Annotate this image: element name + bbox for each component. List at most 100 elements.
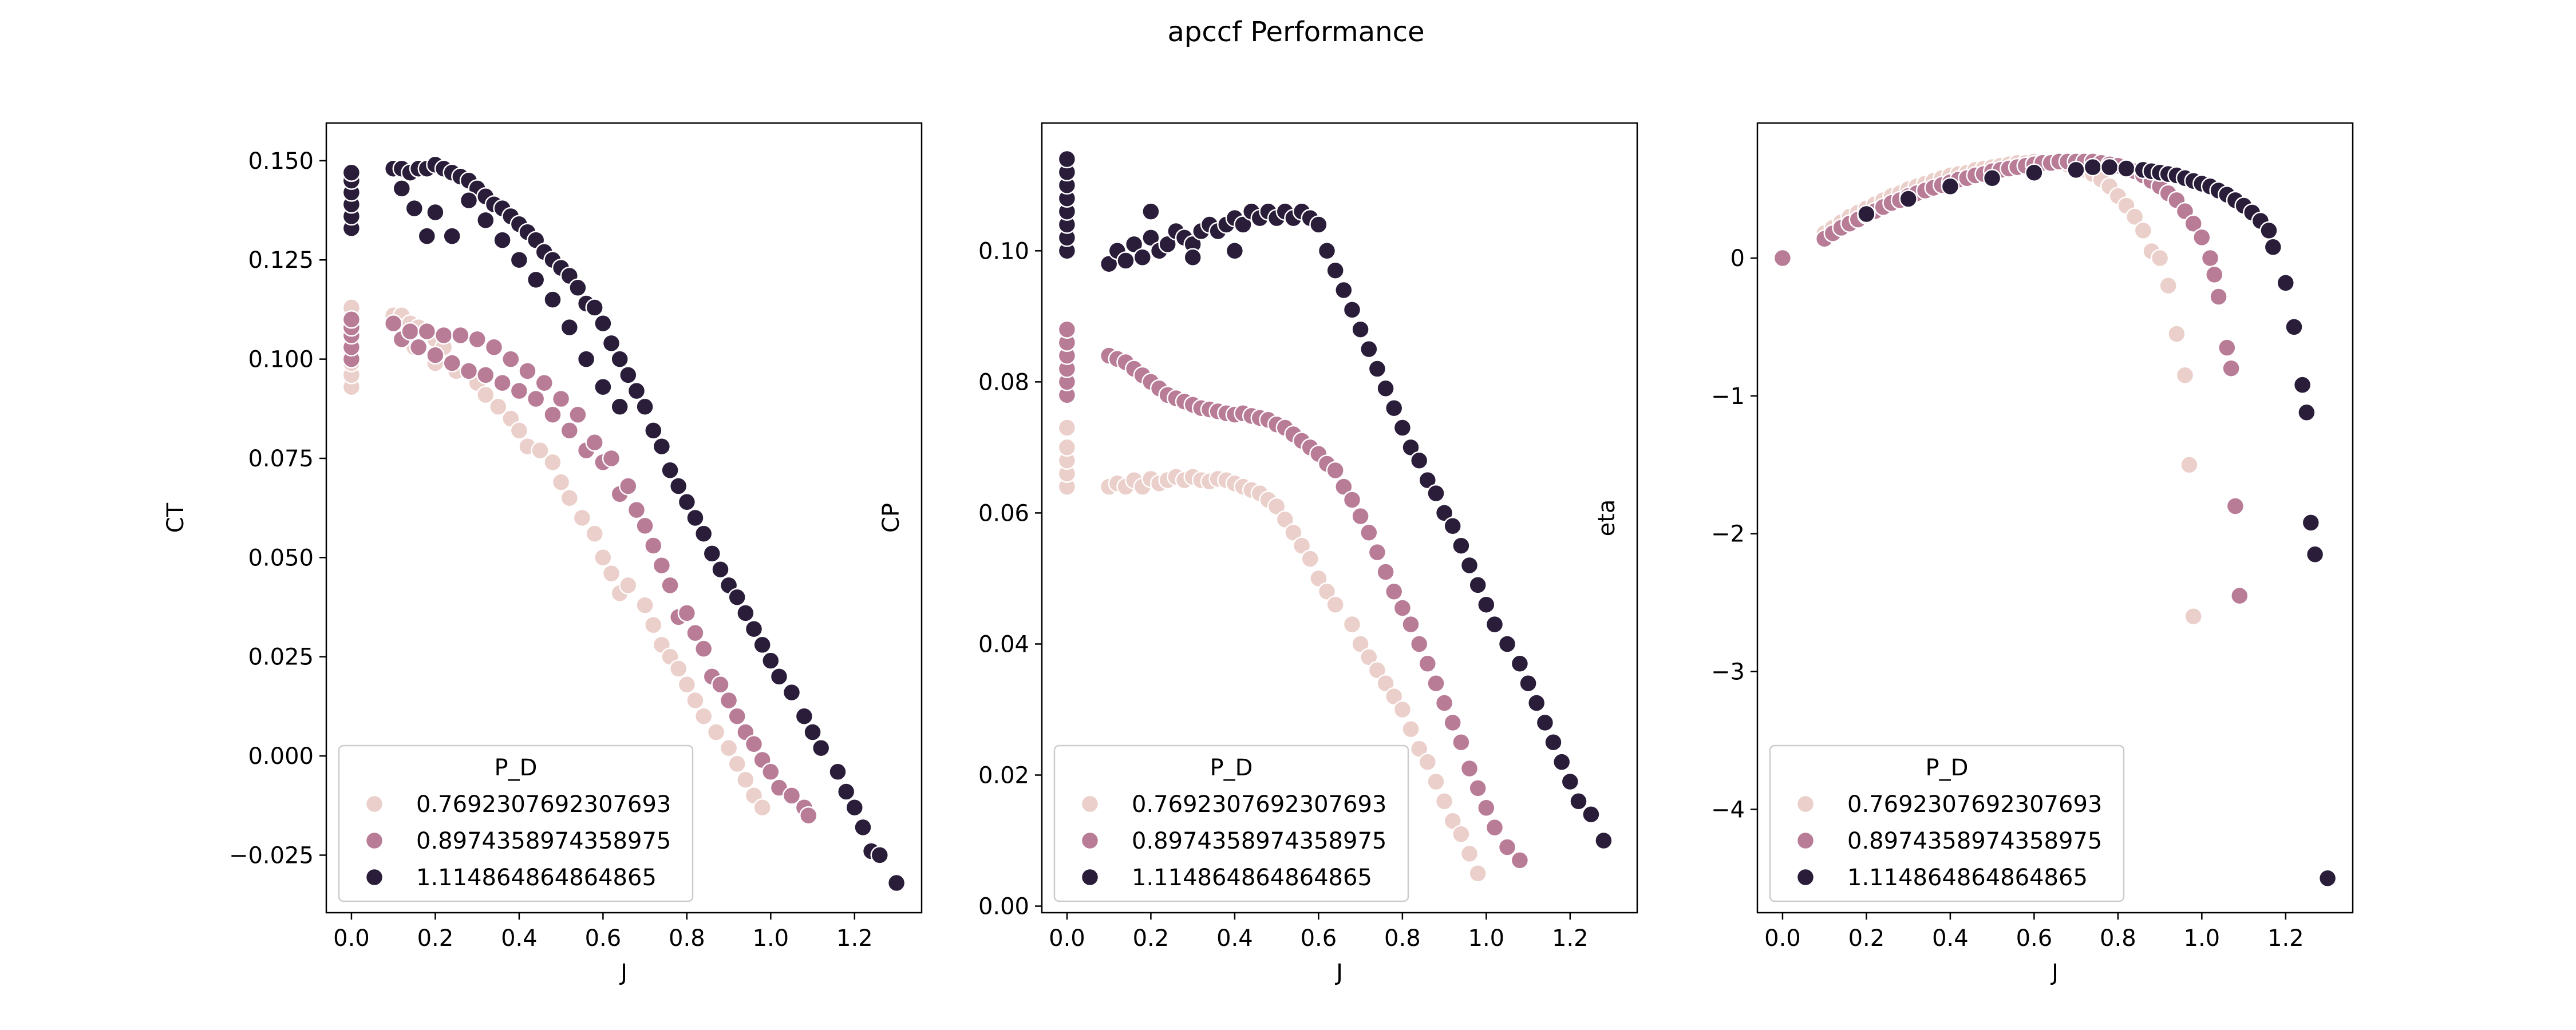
data-point <box>1401 720 1420 739</box>
data-point <box>1183 248 1202 267</box>
legend-frame <box>338 744 694 902</box>
data-point <box>1376 674 1395 693</box>
data-point <box>694 639 713 659</box>
data-point <box>501 350 520 369</box>
data-point <box>531 441 550 460</box>
data-point <box>728 707 746 726</box>
data-point <box>434 326 453 345</box>
legend-title: P_D <box>1210 755 1253 781</box>
data-point <box>2192 228 2211 247</box>
data-point <box>509 421 529 440</box>
data-point <box>417 227 437 245</box>
data-point <box>2276 274 2296 292</box>
data-point <box>1309 215 1328 234</box>
series-2 <box>342 310 818 825</box>
data-point <box>644 536 663 555</box>
data-point <box>799 806 818 825</box>
data-point <box>1468 864 1487 883</box>
data-point <box>576 350 596 369</box>
data-point <box>1468 576 1487 595</box>
x-tick-label: 1.2 <box>2267 925 2304 952</box>
data-point <box>526 389 546 409</box>
y-tick-label: −1 <box>1711 383 1745 410</box>
data-point <box>2100 157 2119 177</box>
x-tick-label: 1.0 <box>1468 925 1505 952</box>
data-point <box>2083 157 2103 177</box>
axes-frame <box>1041 122 1638 914</box>
data-point <box>828 762 847 782</box>
data-point <box>1435 792 1454 811</box>
x-axis-label: J <box>1334 960 1343 986</box>
data-point <box>1057 149 1077 169</box>
data-point <box>535 373 554 393</box>
data-point <box>694 524 713 543</box>
data-point <box>585 524 604 543</box>
data-point <box>1141 202 1160 221</box>
y-tick-label: −0.025 <box>229 842 314 869</box>
data-point <box>2180 455 2199 474</box>
data-point <box>476 385 495 405</box>
data-point <box>2175 366 2195 385</box>
y-axis-label: CT <box>163 502 189 533</box>
data-point <box>409 338 428 357</box>
data-point <box>1857 204 1876 224</box>
data-point <box>711 560 730 579</box>
data-point <box>610 350 629 369</box>
data-point <box>1485 818 1504 837</box>
x-tick-label: 1.2 <box>836 925 873 952</box>
data-point <box>744 619 764 639</box>
data-point <box>2184 214 2203 233</box>
x-tick-label: 0.4 <box>501 925 538 952</box>
data-point <box>1899 189 1918 208</box>
data-point <box>811 738 831 758</box>
data-point <box>1535 713 1555 732</box>
data-point <box>342 310 361 329</box>
data-point <box>509 381 529 401</box>
data-point <box>442 227 461 245</box>
data-point <box>2184 607 2203 626</box>
data-point <box>543 290 562 309</box>
legend-marker <box>365 794 384 814</box>
data-point <box>619 477 638 496</box>
data-point <box>1527 694 1546 712</box>
x-tick-label: 1.0 <box>753 925 789 952</box>
data-point <box>526 270 546 290</box>
data-point <box>1409 451 1429 470</box>
data-point <box>489 397 508 417</box>
data-point <box>1401 438 1420 457</box>
data-point <box>736 604 755 623</box>
data-point <box>585 433 604 452</box>
legend-frame <box>1053 744 1409 902</box>
y-tick-label: 0.050 <box>248 545 314 571</box>
data-point <box>392 179 412 198</box>
data-point <box>1418 654 1437 674</box>
data-point <box>1360 648 1378 667</box>
data-point <box>1393 418 1412 437</box>
x-tick-label: 0.2 <box>1848 925 1885 952</box>
data-point <box>736 770 755 789</box>
data-point <box>1401 615 1420 634</box>
data-point <box>493 231 512 249</box>
data-point <box>560 318 579 337</box>
data-point <box>870 846 890 865</box>
data-point <box>2150 248 2170 268</box>
data-point <box>1384 398 1404 418</box>
data-point <box>1418 470 1437 490</box>
y-tick-label: −4 <box>1711 797 1745 823</box>
y-tick-label: 0.10 <box>978 238 1029 264</box>
figure-title: apccf Performance <box>1168 16 1425 48</box>
x-axis-label: J <box>619 960 627 986</box>
data-point <box>594 548 613 567</box>
data-point <box>652 556 671 575</box>
series-3 <box>1857 157 2337 888</box>
data-point <box>2125 207 2144 227</box>
y-axis-label: eta <box>1594 500 1620 537</box>
legend: P_D 0.7692307692307693 0.8974358974358975 1… <box>338 744 694 902</box>
x-tick-label: 0.6 <box>1301 925 1337 952</box>
data-point <box>677 493 697 512</box>
data-point <box>572 508 592 528</box>
data-point <box>836 782 856 801</box>
data-point <box>1498 635 1517 653</box>
data-point <box>1116 251 1135 270</box>
